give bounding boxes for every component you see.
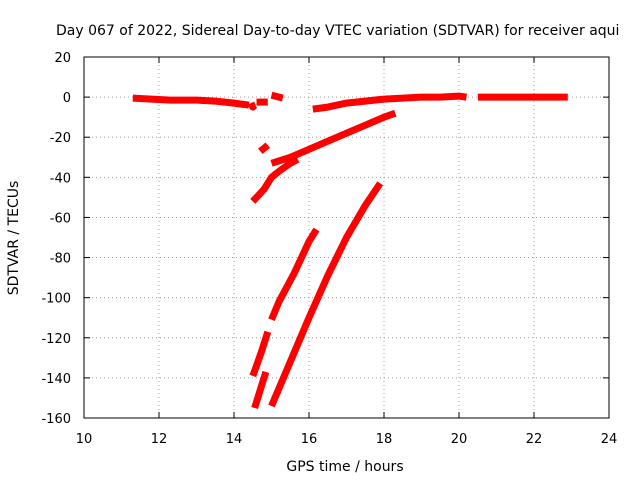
data-track [270, 91, 284, 102]
x-tick-label: 14 [226, 432, 243, 447]
x-tick-label: 24 [601, 432, 618, 447]
data-track [247, 101, 258, 111]
series-layer [132, 91, 568, 410]
data-track [270, 109, 397, 167]
axis-ticks [83, 56, 610, 419]
data-track [250, 156, 300, 204]
data-track [258, 142, 271, 155]
y-tick-label: 0 [63, 91, 71, 106]
tick-labels: 10 12 14 16 18 20 22 24 -160 -140 -120 -100 -80 -60 -4… [41, 51, 617, 447]
data-track [132, 94, 250, 109]
x-tick-label: 22 [526, 432, 543, 447]
y-tick-label: -60 [50, 211, 71, 226]
x-tick-label: 20 [451, 432, 468, 447]
data-track [249, 330, 272, 378]
y-tick-label: -40 [50, 171, 71, 186]
data-track [268, 181, 384, 408]
x-tick-label: 16 [301, 432, 318, 447]
y-tick-label: -20 [50, 131, 71, 146]
y-tick-label: 20 [54, 51, 71, 66]
x-axis-title: GPS time / hours [286, 459, 403, 475]
data-track [251, 370, 270, 410]
x-tick-label: 18 [376, 432, 393, 447]
data-track [312, 92, 467, 113]
x-tick-label: 10 [76, 432, 93, 447]
y-tick-label: -80 [50, 252, 71, 267]
chart-title: Day 067 of 2022, Sidereal Day-to-day VTE… [56, 23, 619, 39]
plot-frame [83, 56, 610, 419]
y-tick-label: -140 [41, 372, 71, 387]
x-tick-label: 12 [151, 432, 168, 447]
y-tick-label: -120 [41, 332, 71, 347]
y-axis-title: SDTVAR / TECUs [6, 181, 22, 296]
y-tick-label: -160 [41, 412, 71, 427]
data-track [268, 227, 320, 322]
y-tick-label: -100 [41, 292, 71, 307]
